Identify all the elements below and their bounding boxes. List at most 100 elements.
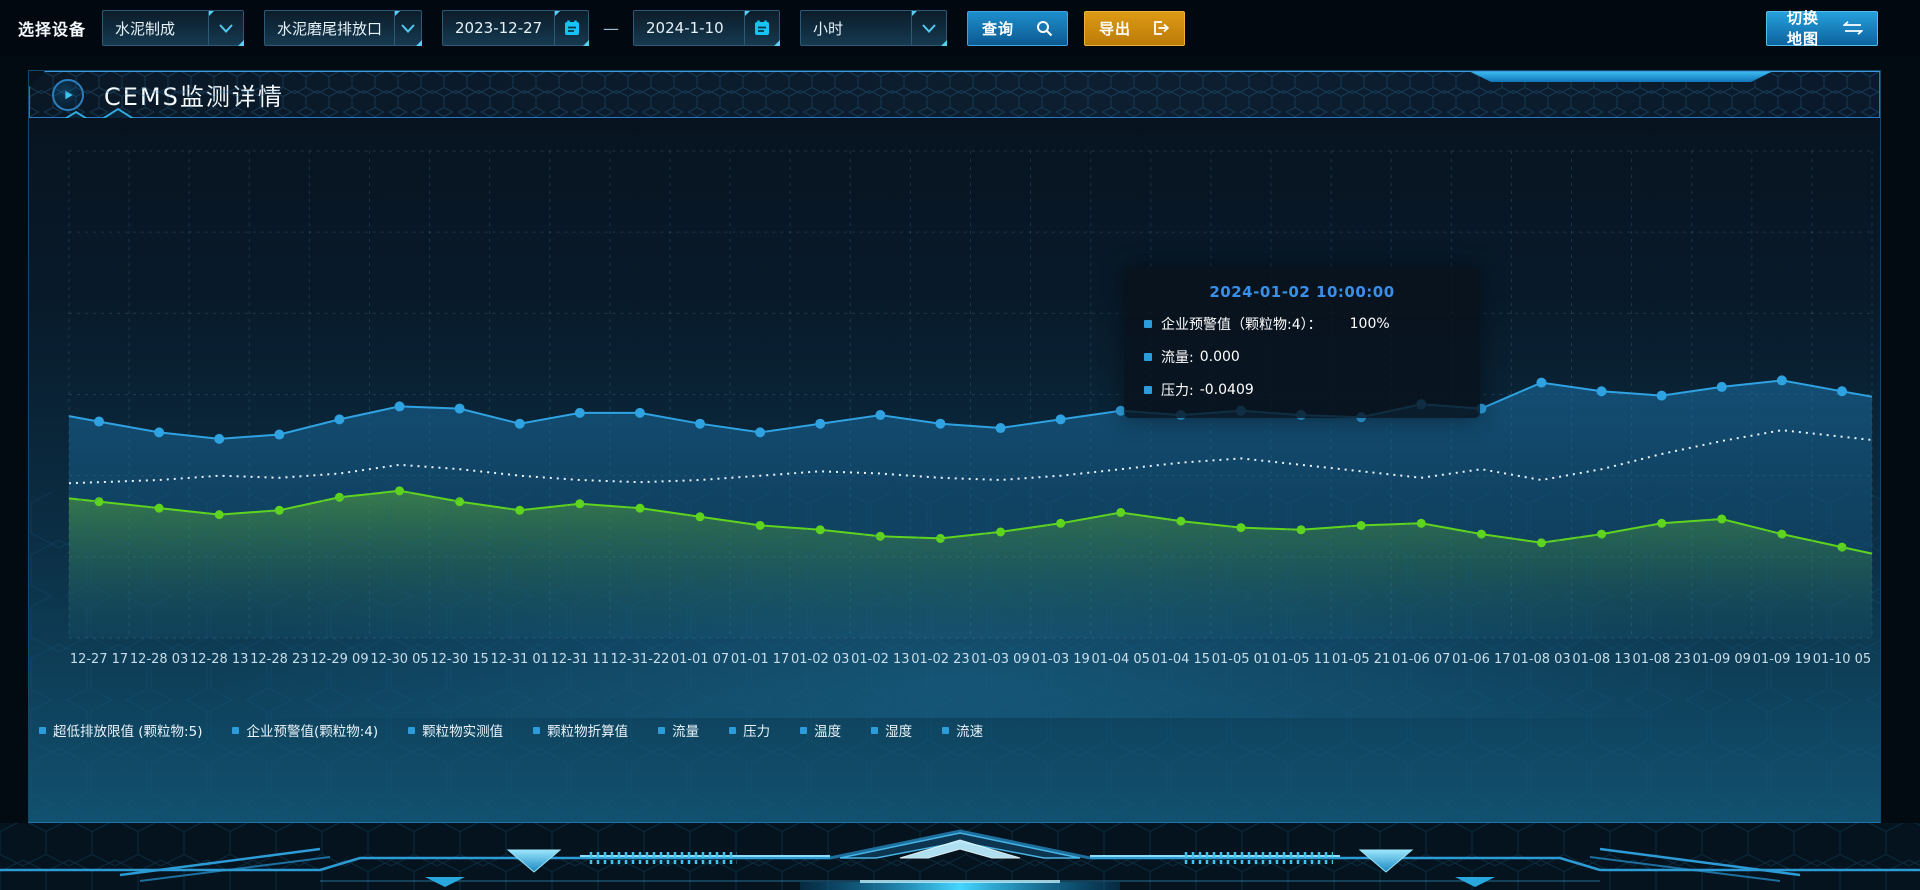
data-point[interactable] bbox=[1416, 518, 1426, 528]
outlet-select-value: 水泥磨尾排放口 bbox=[277, 19, 383, 38]
legend-marker-icon bbox=[658, 726, 666, 734]
data-point[interactable] bbox=[94, 416, 105, 427]
data-point[interactable] bbox=[154, 503, 164, 513]
data-point[interactable] bbox=[1115, 405, 1126, 416]
end-date-value: 2024-1-10 bbox=[646, 19, 724, 37]
x-axis-label: 01-03 09 bbox=[971, 652, 1029, 667]
data-point[interactable] bbox=[1296, 525, 1306, 535]
data-point[interactable] bbox=[1176, 516, 1186, 526]
data-point[interactable] bbox=[815, 525, 825, 535]
series-line bbox=[68, 429, 1873, 485]
data-point[interactable] bbox=[575, 499, 585, 509]
data-point[interactable] bbox=[274, 505, 284, 515]
data-point[interactable] bbox=[1236, 523, 1246, 533]
data-point[interactable] bbox=[1597, 529, 1607, 539]
data-point[interactable] bbox=[1116, 507, 1126, 517]
legend-item[interactable]: 温度 bbox=[800, 720, 841, 740]
legend-item[interactable]: 颗粒物实测值 bbox=[408, 720, 503, 740]
x-axis-label: 01-02 23 bbox=[911, 652, 969, 667]
data-point[interactable] bbox=[755, 427, 766, 438]
legend-marker-icon bbox=[871, 726, 879, 734]
data-point[interactable] bbox=[154, 427, 165, 438]
interval-select[interactable]: 小时 bbox=[800, 10, 948, 46]
data-point[interactable] bbox=[1837, 542, 1847, 552]
tooltip-row-label: 企业预警值（颗粒物:4）： bbox=[1161, 317, 1322, 333]
legend-item[interactable]: 企业预警值(颗粒物:4) bbox=[232, 720, 378, 740]
data-point[interactable] bbox=[875, 410, 886, 421]
legend-label: 温度 bbox=[814, 724, 842, 740]
data-point[interactable] bbox=[515, 505, 525, 515]
data-point[interactable] bbox=[815, 418, 826, 429]
data-point[interactable] bbox=[1056, 518, 1066, 528]
chart-tooltip: 2024-01-02 10:00:00 企业预警值（颗粒物:4）： 100% 流量:… bbox=[1124, 268, 1480, 418]
outlet-select[interactable]: 水泥磨尾排放口 bbox=[264, 10, 423, 46]
data-point[interactable] bbox=[455, 497, 465, 507]
data-point[interactable] bbox=[755, 520, 765, 530]
data-point[interactable] bbox=[695, 512, 705, 522]
data-point[interactable] bbox=[935, 418, 946, 429]
x-axis-label: 01-09 19 bbox=[1753, 652, 1811, 667]
chevron-down-icon bbox=[394, 11, 421, 45]
data-point[interactable] bbox=[1476, 529, 1486, 539]
data-point[interactable] bbox=[1055, 414, 1066, 425]
data-point[interactable] bbox=[214, 510, 224, 520]
x-axis-label: 01-05 21 bbox=[1332, 652, 1390, 667]
cems-line-chart[interactable]: 12-27 17 12-28 03 12-28 13 12-28 23 12-29 09… bbox=[29, 118, 1880, 718]
legend-item[interactable]: 湿度 bbox=[871, 720, 912, 740]
legend-marker-icon bbox=[942, 726, 950, 734]
play-icon[interactable] bbox=[52, 78, 84, 111]
data-point[interactable] bbox=[1596, 386, 1607, 397]
tooltip-series-marker-icon bbox=[1144, 386, 1152, 394]
data-point[interactable] bbox=[996, 527, 1006, 537]
interval-select-value: 小时 bbox=[813, 19, 844, 38]
data-point[interactable] bbox=[514, 418, 525, 429]
data-point[interactable] bbox=[1356, 520, 1366, 530]
data-point[interactable] bbox=[454, 403, 465, 414]
data-point[interactable] bbox=[214, 433, 225, 444]
start-date-input[interactable]: 2023-12-27 bbox=[442, 10, 590, 46]
legend-marker-icon bbox=[533, 726, 541, 734]
x-axis-label: 01-01 07 bbox=[671, 652, 729, 667]
data-point[interactable] bbox=[395, 486, 405, 496]
data-point[interactable] bbox=[1536, 538, 1546, 548]
data-point[interactable] bbox=[1656, 390, 1667, 401]
legend-item[interactable]: 压力 bbox=[729, 720, 770, 740]
query-button[interactable]: 查询 bbox=[967, 10, 1069, 46]
data-point[interactable] bbox=[1657, 518, 1667, 528]
export-button-label: 导出 bbox=[1099, 19, 1132, 38]
legend-label: 超低排放限值 (颗粒物:5) bbox=[53, 724, 203, 740]
legend-item[interactable]: 流速 bbox=[942, 720, 983, 740]
data-point[interactable] bbox=[334, 492, 344, 502]
data-point[interactable] bbox=[574, 407, 585, 418]
data-point[interactable] bbox=[875, 531, 885, 541]
tooltip-series-marker-icon bbox=[1144, 353, 1152, 361]
data-point[interactable] bbox=[394, 401, 405, 412]
data-point[interactable] bbox=[935, 533, 945, 543]
legend-item[interactable]: 颗粒物折算值 bbox=[533, 720, 628, 740]
end-date-input[interactable]: 2024-1-10 bbox=[633, 10, 781, 46]
data-point[interactable] bbox=[1536, 377, 1547, 388]
data-point[interactable] bbox=[1777, 529, 1787, 539]
header-notch-decoration bbox=[1471, 72, 1771, 82]
data-point[interactable] bbox=[1716, 381, 1727, 392]
tooltip-row-label: 流量: bbox=[1161, 350, 1194, 366]
legend-item[interactable]: 流量 bbox=[658, 720, 699, 740]
data-point[interactable] bbox=[995, 423, 1006, 434]
data-point[interactable] bbox=[1836, 386, 1847, 397]
export-button[interactable]: 导出 bbox=[1084, 10, 1186, 46]
tooltip-row: 流量: 0.000 bbox=[1144, 347, 1460, 367]
device-select[interactable]: 水泥制成 bbox=[102, 10, 245, 46]
data-point[interactable] bbox=[274, 429, 285, 440]
x-axis-label: 01-04 15 bbox=[1152, 652, 1210, 667]
data-point[interactable] bbox=[1776, 375, 1787, 386]
data-point[interactable] bbox=[695, 418, 706, 429]
data-point[interactable] bbox=[94, 497, 104, 507]
cems-panel: CEMS监测详情 bbox=[28, 70, 1881, 823]
data-point[interactable] bbox=[634, 407, 645, 418]
switch-map-button[interactable]: 切换地图 bbox=[1766, 9, 1878, 48]
x-axis-label: 12-31 11 bbox=[551, 652, 609, 667]
data-point[interactable] bbox=[635, 503, 645, 513]
legend-item[interactable]: 超低排放限值 (颗粒物:5) bbox=[39, 720, 202, 740]
data-point[interactable] bbox=[1717, 514, 1727, 524]
data-point[interactable] bbox=[334, 414, 345, 425]
